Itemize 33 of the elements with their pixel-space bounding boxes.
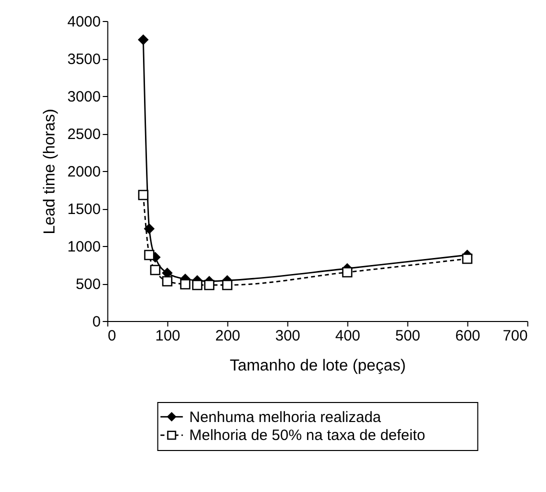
x-tick-label: 400 — [335, 328, 360, 344]
x-tick-label: 500 — [395, 328, 420, 344]
legend-label: Nenhuma melhoria realizada — [189, 408, 382, 426]
point — [462, 254, 472, 264]
y-axis-title: Lead time (horas) — [41, 108, 58, 234]
x-tick-label: 600 — [455, 328, 480, 344]
legend-label: Melhoria de 50% na taxa de defeito — [189, 427, 426, 444]
y-tick-label: 1500 — [67, 201, 101, 218]
y-tick-label: 2500 — [67, 126, 101, 143]
y-tick-label: 0 — [92, 314, 101, 330]
x-tick-label: 0 — [108, 328, 116, 344]
y-tick-label: 1000 — [67, 238, 101, 256]
x-axis-title: Tamanho de lote (peças) — [230, 358, 406, 374]
y-tick-label: 3000 — [67, 88, 101, 106]
point — [222, 280, 232, 290]
y-tick-label: 2000 — [67, 164, 101, 180]
point — [144, 250, 154, 260]
point — [342, 267, 352, 278]
point — [192, 280, 202, 290]
y-tick-label: 4000 — [67, 14, 101, 30]
point — [138, 190, 148, 200]
x-tick-label: 700 — [502, 328, 528, 344]
point — [150, 264, 160, 276]
y-tick-label: 500 — [76, 276, 101, 293]
point — [180, 279, 190, 290]
y-tick-label: 3500 — [67, 51, 101, 68]
point — [162, 276, 172, 286]
point — [144, 224, 154, 234]
point — [204, 280, 214, 290]
x-tick-label: 200 — [215, 328, 240, 344]
x-tick-label: 300 — [275, 328, 300, 344]
point — [138, 34, 148, 45]
x-tick-label: 100 — [155, 328, 180, 344]
